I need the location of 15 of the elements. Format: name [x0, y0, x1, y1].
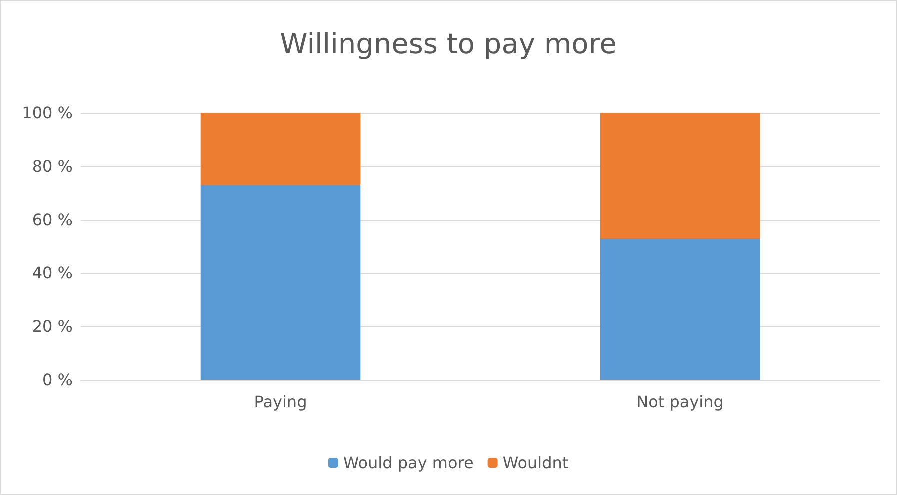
bar	[200, 113, 361, 186]
x-tick-label: Not paying	[636, 392, 724, 412]
legend-label: Wouldnt	[502, 454, 569, 472]
y-tick-label: 20 %	[32, 317, 73, 336]
y-tick-label: 40 %	[32, 264, 73, 283]
y-tick-label: 0 %	[42, 370, 73, 390]
x-tick-label: Paying	[254, 392, 308, 412]
y-tick-label: 100 %	[22, 104, 73, 122]
bar	[200, 185, 361, 380]
legend-label: Would pay more	[343, 454, 474, 472]
bar	[600, 113, 760, 238]
chart-title: Willingness to pay more	[280, 28, 617, 60]
bar	[600, 238, 760, 380]
y-tick-label: 60 %	[32, 210, 73, 230]
y-tick-label: 80 %	[32, 156, 73, 176]
